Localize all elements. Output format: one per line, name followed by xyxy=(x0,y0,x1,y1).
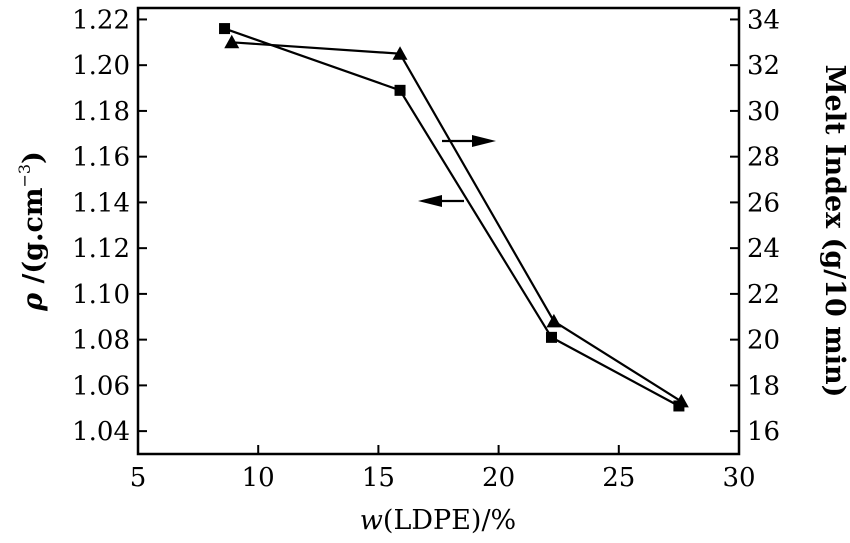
y-left-tick-label: 1.08 xyxy=(72,326,130,356)
ticks-layer: 5 10 15 20 25 30 1.04 1.06 1.08 1.10 1.12 1.14 1.16 1… xyxy=(72,5,780,493)
y-right-tick-label: 26 xyxy=(747,188,780,218)
y-right-axis-title: Melt Index (g/10 min) xyxy=(819,65,850,398)
y-right-tick-label: 24 xyxy=(747,234,780,264)
y-left-tick-label: 1.22 xyxy=(72,5,130,35)
y-left-tick-label: 1.20 xyxy=(72,51,130,81)
data-point-square xyxy=(219,23,231,35)
y-right-tick-label: 18 xyxy=(747,371,780,401)
plot-frame xyxy=(136,6,741,456)
y-left-title-close: ) xyxy=(18,151,49,164)
series-line-square xyxy=(224,27,680,407)
y-left-title-exp: −3 xyxy=(15,164,34,188)
series-layer xyxy=(219,23,689,412)
y-right-tick-label: 16 xyxy=(747,417,780,447)
arrow-right-annotation xyxy=(442,135,496,147)
y-right-tick-label: 32 xyxy=(747,51,780,81)
y-left-tick-label: 1.06 xyxy=(72,371,130,401)
data-point-square xyxy=(545,331,557,343)
y-right-tick-label: 28 xyxy=(747,143,780,173)
x-tick-label: 5 xyxy=(130,463,147,493)
y-left-tick-label: 1.18 xyxy=(72,97,130,127)
y-left-title-unit: /(g.cm xyxy=(18,188,49,293)
y-right-tick-label: 30 xyxy=(747,97,780,127)
x-tick-label: 10 xyxy=(242,463,275,493)
x-axis-title-rest: (LDPE)/% xyxy=(383,505,516,536)
x-tick-label: 25 xyxy=(602,463,635,493)
x-tick-label: 15 xyxy=(362,463,395,493)
y-right-tick-label: 22 xyxy=(747,280,780,310)
y-right-tick-label: 20 xyxy=(747,326,780,356)
data-point-triangle xyxy=(224,34,240,49)
y-right-tick-label: 34 xyxy=(747,5,780,35)
x-tick-label: 20 xyxy=(482,463,515,493)
data-point-triangle xyxy=(546,313,562,328)
y-left-tick-label: 1.10 xyxy=(72,280,130,310)
y-left-tick-label: 1.04 xyxy=(72,417,130,447)
y-left-tick-label: 1.16 xyxy=(72,143,130,173)
x-axis-title-italic: w xyxy=(360,505,383,536)
x-axis-title: w(LDPE)/% xyxy=(360,505,516,536)
arrow-left-annotation xyxy=(418,195,464,207)
y-left-title-symbol: ρ xyxy=(18,292,49,312)
data-point-square xyxy=(394,84,406,96)
y-left-tick-label: 1.14 xyxy=(72,188,130,218)
y-left-axis-title: ρ /(g.cm−3) xyxy=(15,151,49,312)
y-left-tick-label: 1.12 xyxy=(72,234,130,264)
series-line-triangle xyxy=(231,41,682,403)
data-point-triangle xyxy=(392,46,408,60)
x-tick-label: 30 xyxy=(722,463,755,493)
data-point-triangle xyxy=(673,393,689,408)
